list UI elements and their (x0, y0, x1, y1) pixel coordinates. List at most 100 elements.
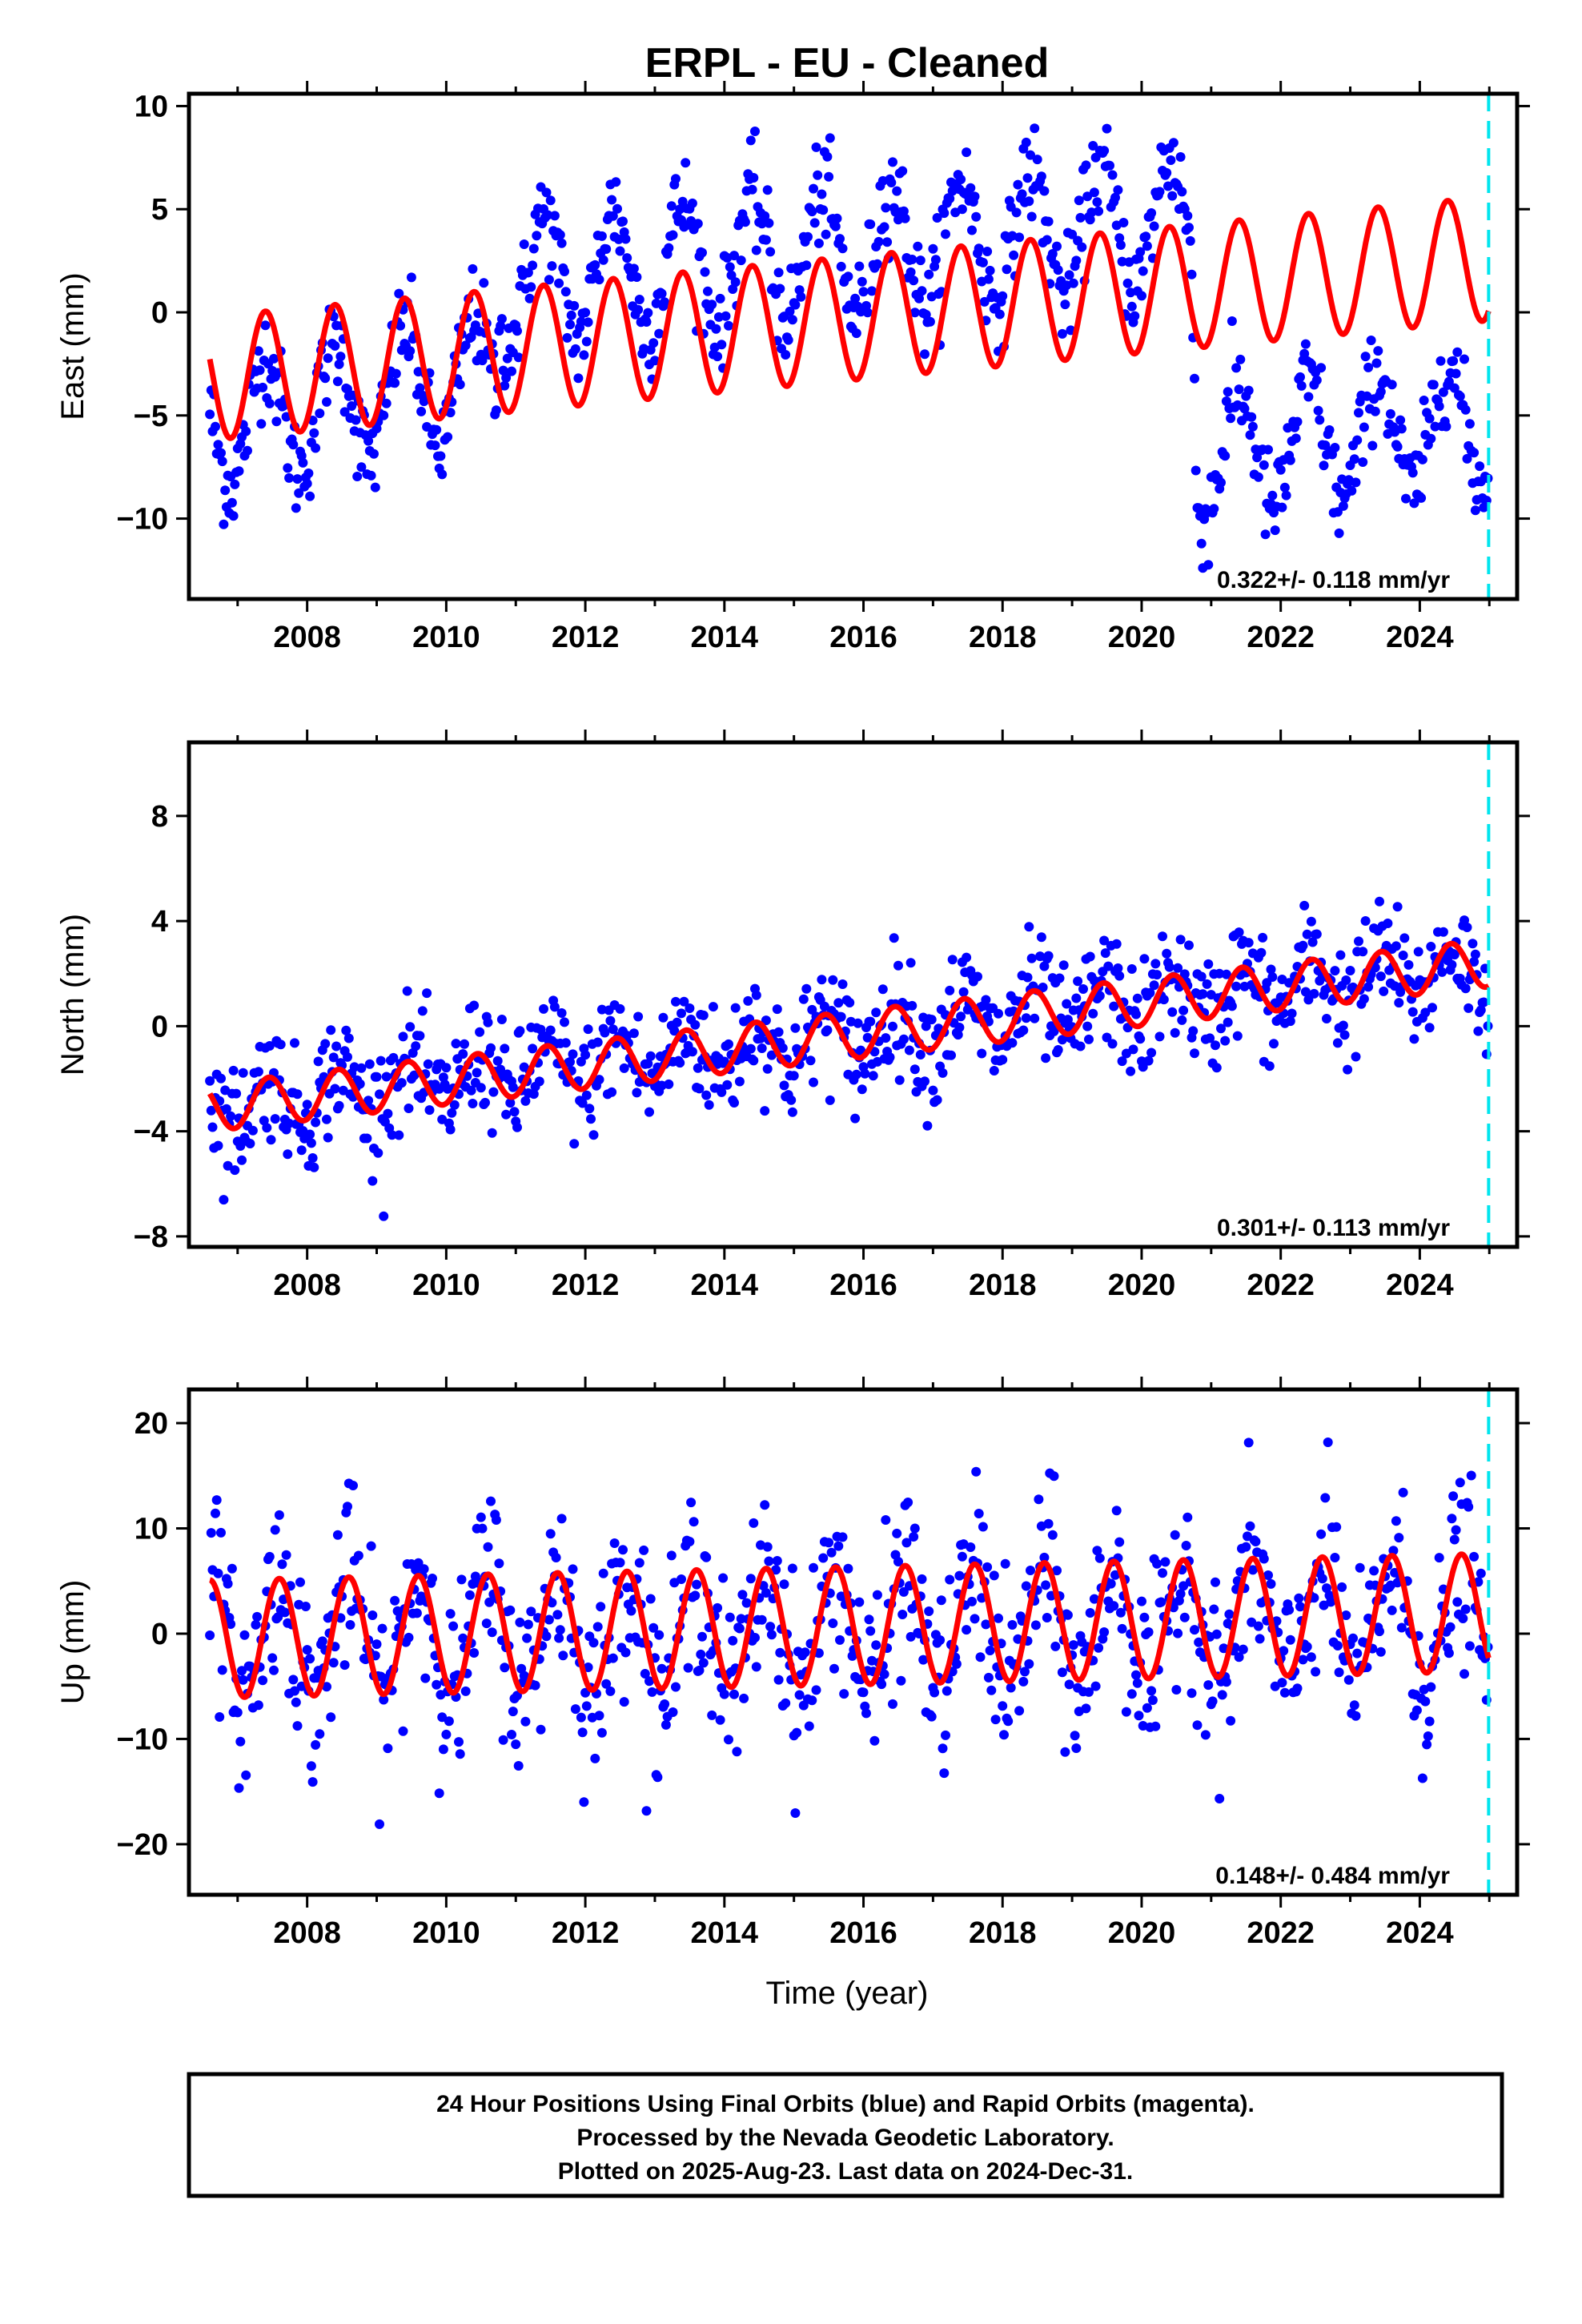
data-point (845, 998, 855, 1007)
data-point (707, 1710, 717, 1720)
data-point (381, 398, 391, 408)
data-point (290, 1038, 299, 1048)
data-point (1322, 1583, 1331, 1594)
data-point (957, 1551, 967, 1562)
x-tick-label: 2008 (273, 1269, 341, 1302)
data-point (1088, 1008, 1098, 1019)
data-point (355, 1079, 365, 1089)
data-point (530, 1680, 540, 1691)
data-point (432, 1679, 442, 1690)
data-point (415, 383, 425, 393)
data-point (1285, 455, 1295, 465)
data-point (1038, 983, 1048, 992)
data-point (790, 1023, 801, 1033)
data-point (607, 1087, 617, 1097)
data-point (809, 183, 818, 194)
data-point (1443, 376, 1454, 387)
data-point (1367, 440, 1378, 451)
data-point (1253, 472, 1263, 482)
data-point (305, 1129, 315, 1140)
data-point (253, 1067, 263, 1077)
data-point (219, 1195, 229, 1205)
data-point (383, 1108, 393, 1119)
data-point (284, 472, 295, 483)
data-point (498, 1735, 508, 1745)
data-point (1026, 953, 1037, 963)
data-point (412, 1608, 422, 1618)
data-point (1117, 256, 1127, 267)
data-point (1298, 1655, 1308, 1665)
data-point (1417, 1773, 1427, 1783)
data-point (1407, 468, 1418, 478)
data-point (1479, 997, 1489, 1007)
data-point (584, 1104, 595, 1114)
data-point (241, 1770, 251, 1780)
data-point (487, 1627, 497, 1638)
data-point (487, 1128, 497, 1138)
data-point (447, 1108, 457, 1118)
data-point (1441, 421, 1452, 432)
data-point (413, 1558, 424, 1568)
data-point (1007, 1038, 1018, 1048)
data-point (1417, 454, 1427, 464)
data-point (1343, 1064, 1353, 1075)
x-tick-label: 2014 (691, 621, 759, 654)
data-point (1370, 406, 1380, 416)
data-point (1131, 1009, 1141, 1019)
data-point (404, 1632, 414, 1642)
data-point (511, 1739, 521, 1750)
data-point (704, 1100, 714, 1110)
data-point (1071, 255, 1082, 266)
data-point (762, 185, 773, 195)
data-point (1238, 1644, 1248, 1655)
x-axis-label: Time (year) (766, 1976, 929, 2011)
data-point (370, 482, 380, 493)
data-point (1121, 1707, 1131, 1717)
data-point (641, 317, 652, 327)
data-point (381, 1072, 391, 1082)
data-point (1360, 916, 1371, 926)
data-point (1354, 936, 1363, 947)
data-point (1332, 1038, 1343, 1048)
data-point (302, 478, 312, 489)
data-point (1018, 1025, 1029, 1035)
data-point (932, 1095, 942, 1105)
y-tick-label: 5 (151, 193, 168, 227)
data-point (1221, 396, 1231, 406)
data-point (1143, 1055, 1154, 1066)
data-point (668, 1707, 678, 1717)
data-point (1335, 950, 1346, 960)
data-point (879, 1669, 889, 1679)
data-point (1194, 1637, 1204, 1647)
data-point (264, 1041, 275, 1051)
data-point (962, 147, 972, 158)
data-point (260, 320, 271, 331)
data-point (1452, 1597, 1463, 1607)
data-point (569, 1139, 580, 1149)
data-point (311, 1117, 321, 1128)
data-point (954, 1023, 965, 1032)
data-point (907, 1000, 917, 1011)
data-point (697, 1631, 707, 1642)
data-point (775, 283, 785, 294)
data-point (1024, 922, 1034, 932)
data-point (302, 1645, 312, 1655)
data-point (978, 1522, 988, 1532)
data-point (226, 1619, 236, 1629)
data-point (732, 1747, 742, 1757)
y-tick-label: 10 (135, 90, 168, 123)
data-point (979, 296, 990, 307)
data-point (215, 1712, 225, 1722)
data-point (971, 1466, 982, 1477)
plot-area (205, 1437, 1493, 1829)
data-point (1363, 982, 1374, 992)
data-point (924, 269, 934, 279)
data-point (858, 287, 869, 297)
data-point (1234, 384, 1244, 395)
data-point (1146, 1047, 1157, 1058)
data-point (1476, 1568, 1486, 1578)
data-point (1020, 1667, 1030, 1677)
data-point (515, 1617, 525, 1627)
data-point (1311, 375, 1322, 385)
